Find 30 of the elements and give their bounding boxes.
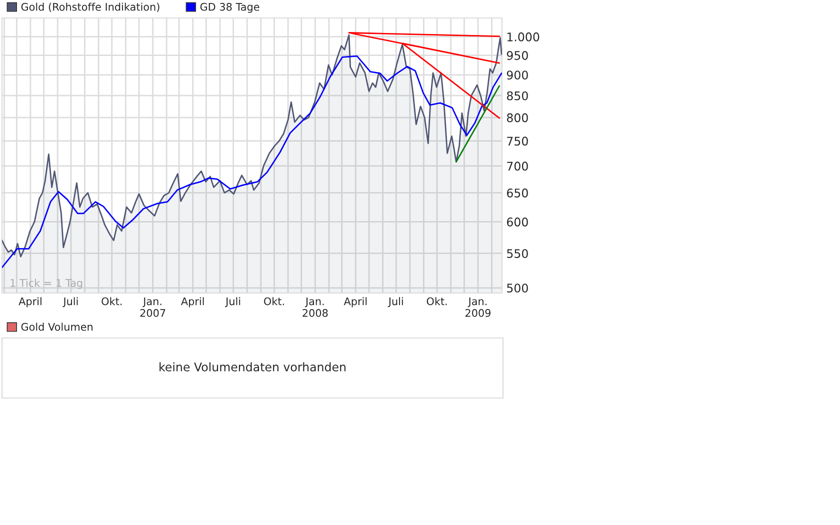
y-tick-label: 750 [507, 136, 528, 146]
legend-label: Gold (Rohstoffe Indikation) [21, 2, 160, 12]
x-tick-label: Juli [225, 297, 240, 308]
y-tick-label: 500 [507, 284, 528, 293]
annotation: 1 Tick = 1 Tag [10, 278, 82, 289]
y-tick-label: 850 [506, 91, 528, 100]
x-tick-label: Okt. [426, 297, 447, 306]
y-tick-label: 1.000 [507, 32, 540, 42]
line-series [2, 55, 502, 268]
x-tick-label: Okt. [264, 297, 284, 306]
y-tick-label: 800 [506, 113, 528, 122]
y-tick-label: 900 [506, 70, 528, 80]
x-tick-label: Juli [388, 297, 403, 308]
line-series [348, 32, 500, 119]
x-tick-label: Jan. 2009 [465, 297, 490, 317]
y-tick-label: 950 [506, 51, 528, 60]
x-tick-label: April [344, 297, 367, 308]
x-tick-label: April [181, 297, 204, 308]
x-tick-label: April [18, 297, 42, 308]
legend-label: GD 38 Tage [200, 2, 260, 13]
y-tick-label: 650 [506, 188, 528, 198]
legend-label: Gold Volumen [21, 322, 92, 331]
x-tick-label: Jan. 2007 [140, 297, 166, 317]
x-tick-label: Jan. 2008 [302, 297, 328, 317]
x-tick-label: Okt. [102, 297, 122, 306]
y-tick-label: 550 [507, 249, 528, 258]
y-tick-label: 600 [506, 218, 528, 226]
text: keine Volumendaten vorhanden [160, 362, 346, 372]
y-tick-label: 700 [507, 162, 528, 171]
x-tick-label: Juli [62, 297, 78, 308]
